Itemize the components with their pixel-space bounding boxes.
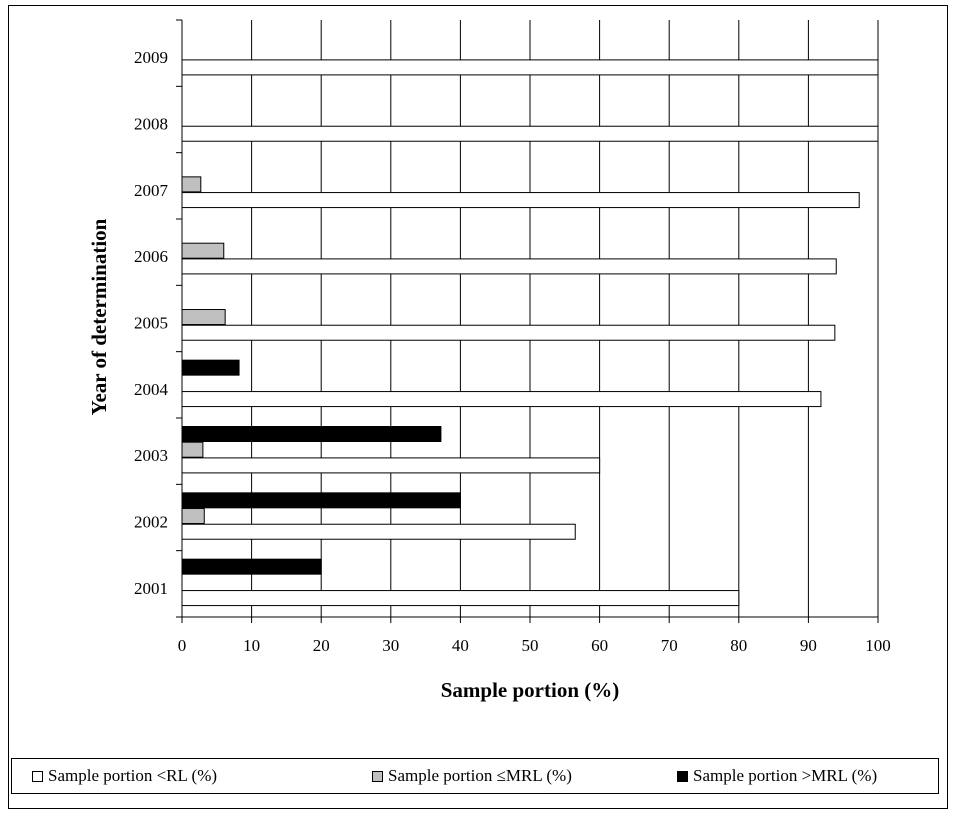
y-tick-label: 2005 xyxy=(134,314,168,333)
y-tick-label: 2009 xyxy=(134,48,168,67)
bar xyxy=(181,492,461,509)
bar xyxy=(181,523,576,540)
y-tick-label: 2001 xyxy=(134,579,168,598)
legend-item: Sample portion >MRL (%) xyxy=(677,766,877,786)
x-tick-label: 10 xyxy=(243,636,260,655)
y-tick-label: 2006 xyxy=(134,247,168,266)
legend-label: Sample portion >MRL (%) xyxy=(693,766,878,785)
legend-swatch xyxy=(372,770,383,782)
bar xyxy=(181,309,226,326)
bar xyxy=(181,590,740,607)
bar xyxy=(181,426,442,442)
bar xyxy=(181,508,205,525)
bar xyxy=(181,192,860,209)
x-tick-label: 20 xyxy=(313,636,330,655)
x-tick-label: 90 xyxy=(800,636,817,655)
x-tick-label: 80 xyxy=(730,636,747,655)
x-tick-label: 0 xyxy=(178,636,187,655)
x-tick-label: 60 xyxy=(591,636,608,655)
bar xyxy=(181,324,836,341)
legend-swatch xyxy=(677,770,688,782)
y-tick-label: 2004 xyxy=(134,380,169,399)
y-tick-label: 2007 xyxy=(134,181,169,200)
y-axis-title: Year of determination xyxy=(87,218,111,415)
bar xyxy=(181,457,601,474)
legend-label: Sample portion ≤MRL (%) xyxy=(388,766,572,785)
bar xyxy=(181,258,837,275)
y-tick-label: 2003 xyxy=(134,446,168,465)
x-tick-label: 70 xyxy=(661,636,678,655)
x-axis-title: Sample portion (%) xyxy=(441,678,620,702)
x-tick-label: 30 xyxy=(382,636,399,655)
legend-label: Sample portion <RL (%) xyxy=(48,766,218,785)
bar xyxy=(181,359,240,376)
bar xyxy=(181,441,204,458)
x-tick-label: 100 xyxy=(865,636,891,655)
bar xyxy=(181,176,202,193)
x-tick-label: 50 xyxy=(522,636,539,655)
chart-frame xyxy=(8,5,948,809)
legend-item: Sample portion <RL (%) xyxy=(32,766,217,786)
y-tick-label: 2008 xyxy=(134,115,168,134)
legend-swatch xyxy=(32,770,43,782)
y-tick-label: 2002 xyxy=(134,513,168,532)
legend-item: Sample portion ≤MRL (%) xyxy=(372,766,572,786)
bar xyxy=(181,242,225,259)
x-tick-label: 40 xyxy=(452,636,469,655)
bar xyxy=(181,391,822,408)
bar xyxy=(181,125,879,142)
bar xyxy=(181,558,322,575)
bar xyxy=(181,59,879,76)
legend: Sample portion <RL (%) Sample portion ≤MR… xyxy=(11,758,939,794)
